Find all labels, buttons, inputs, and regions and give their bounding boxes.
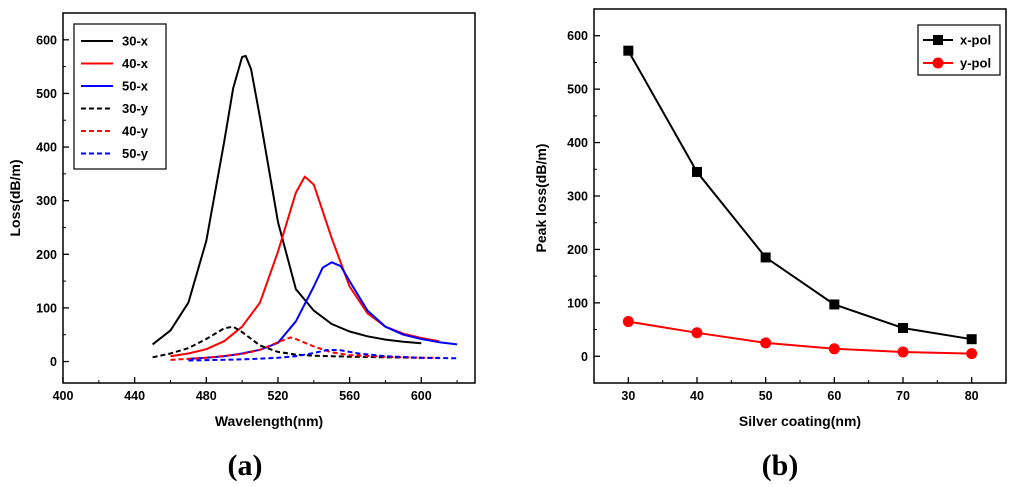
plot-frame-a (62, 12, 476, 384)
legend-label-50-y: 50-y (122, 146, 149, 161)
x-tick-label-a: 560 (339, 389, 360, 403)
x-tick-label-b: 60 (827, 389, 841, 403)
series-line-30-y (152, 325, 422, 359)
y-tick-label-b: 100 (567, 296, 588, 310)
x-axis-label-b: Silver coating(nm) (739, 413, 861, 429)
data-point-x-pol (760, 252, 771, 263)
y-tick-label-b: 0 (581, 350, 588, 364)
y-tick-label-b: 600 (567, 29, 588, 43)
x-tick-label-a: 480 (196, 389, 217, 403)
x-axis-label-a: Wavelength(nm) (215, 413, 323, 429)
data-point-y-pol (828, 343, 840, 355)
y-tick-label-b: 400 (567, 136, 588, 150)
x-tick-label-b: 50 (759, 389, 773, 403)
y-tick-label-b: 200 (567, 243, 588, 257)
x-tick-label-a: 600 (411, 389, 432, 403)
series-line-50-x (188, 261, 458, 360)
y-tick-label-b: 500 (567, 83, 588, 97)
legend-label-40-x: 40-x (122, 56, 149, 71)
legend-label-50-x: 50-x (122, 79, 149, 94)
series-line-40-x (170, 175, 440, 358)
data-point-y-pol (760, 337, 772, 349)
series-line-y-pol (628, 320, 972, 355)
x-tick-label-b: 70 (896, 389, 910, 403)
x-tick-label-a: 400 (53, 389, 74, 403)
series-line-30-x (151, 54, 422, 346)
legend-a: 30-x 40-x 50-x 30-y 40-y 50-y (81, 34, 149, 161)
legend-marker-y-pol (932, 57, 944, 69)
y-tick-label-a: 200 (36, 248, 57, 262)
legend-label-30-y: 30-y (122, 101, 149, 116)
data-point-y-pol (622, 316, 634, 328)
legend-marker-x-pol (933, 35, 943, 45)
legend-b: x-pol y-pol (923, 33, 991, 71)
chart-panel-a: 400 440 480 520 560 600 0 100 200 300 400 500 600 3… (7, 12, 476, 429)
y-ticks-a: 0 100 200 300 400 500 600 (36, 33, 69, 369)
data-point-y-pol (691, 327, 703, 339)
x-tick-label-a: 520 (268, 389, 289, 403)
x-ticks-a: 400 440 480 520 560 600 (53, 377, 458, 403)
y-tick-label-a: 500 (36, 87, 57, 101)
y-tick-label-a: 0 (50, 355, 57, 369)
caption-a: (a) (228, 449, 263, 482)
series-b (622, 45, 978, 360)
y-tick-label-a: 600 (36, 33, 57, 47)
legend-label-x-pol: x-pol (960, 33, 991, 48)
data-point-x-pol (966, 334, 977, 345)
x-ticks-b: 30 40 50 60 70 80 (593, 377, 1007, 403)
data-point-y-pol (897, 346, 909, 358)
y-tick-label-a: 400 (36, 141, 57, 155)
legend-label-y-pol: y-pol (960, 56, 991, 71)
data-point-x-pol (692, 166, 702, 177)
y-ticks-b: 0 100 200 300 400 500 600 (567, 29, 600, 364)
x-tick-label-b: 80 (965, 389, 979, 403)
legend-box-a (73, 23, 167, 170)
data-point-x-pol (898, 322, 908, 333)
data-point-x-pol (829, 299, 840, 310)
legend-box-b (917, 24, 1001, 76)
x-tick-label-b: 40 (690, 389, 704, 403)
legend-label-30-x: 30-x (122, 34, 149, 49)
series-line-40-y (170, 336, 440, 361)
x-tick-label-a: 440 (124, 389, 145, 403)
chart-panel-b: 30 40 50 60 70 80 0 100 200 300 400 500 600 x-pol y-… (533, 8, 1007, 429)
y-tick-label-a: 100 (36, 301, 57, 315)
series-line-50-y (188, 348, 458, 362)
y-axis-label-a: Loss(dB/m) (7, 160, 23, 237)
y-tick-label-a: 300 (36, 194, 57, 208)
caption-b: (b) (762, 449, 799, 482)
y-tick-label-b: 300 (567, 190, 588, 204)
y-axis-label-b: Peak loss(dB/m) (533, 144, 549, 253)
x-tick-label-b: 30 (621, 389, 635, 403)
data-point-x-pol (623, 45, 634, 56)
series-a (151, 54, 458, 362)
legend-label-40-y: 40-y (122, 124, 149, 139)
series-line-x-pol (627, 50, 972, 341)
data-point-y-pol (966, 348, 978, 360)
